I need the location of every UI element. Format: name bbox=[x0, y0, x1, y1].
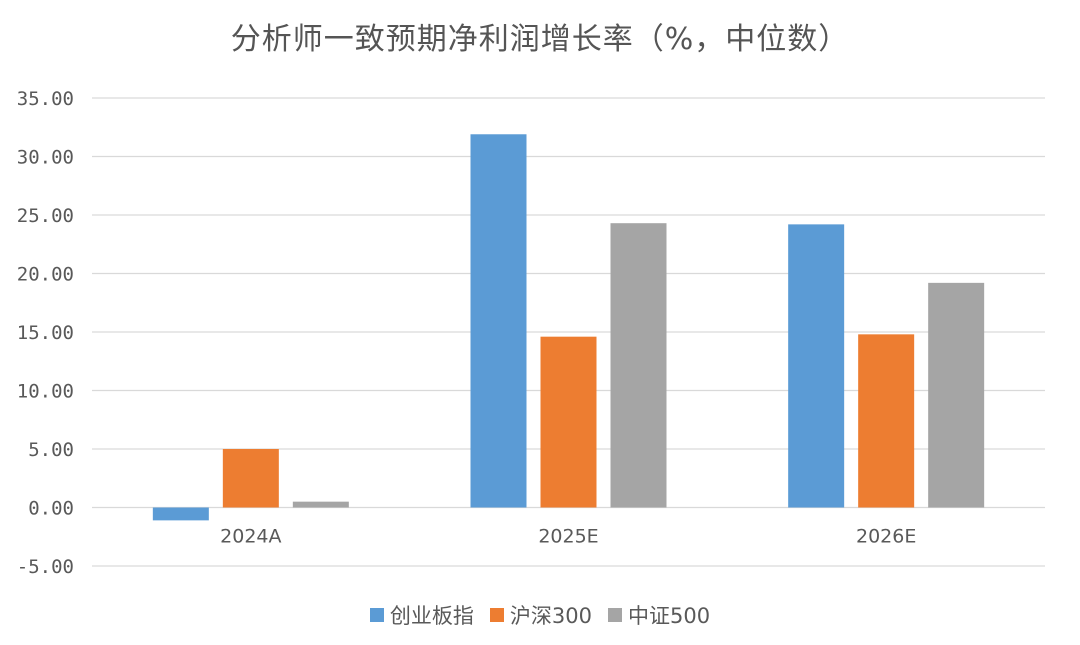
y-tick-label: 35.00 bbox=[17, 88, 74, 110]
x-category-label: 2025E bbox=[538, 526, 598, 548]
bar-中证500-2025E bbox=[610, 223, 667, 508]
y-tick-label: 20.00 bbox=[17, 264, 74, 286]
x-category-label: 2024A bbox=[220, 526, 281, 548]
legend-swatch bbox=[489, 608, 504, 622]
legend-item: 沪深300 bbox=[489, 600, 592, 630]
bar-创业板指-2026E bbox=[788, 224, 845, 508]
legend-swatch bbox=[369, 608, 384, 622]
legend-item: 创业板指 bbox=[369, 600, 474, 630]
bar-沪深300-2024A bbox=[222, 449, 279, 508]
bar-chart: 35.00 30.00 25.00 20.00 15.00 10.00 5.00 0.00 -5… bbox=[17, 88, 1045, 578]
bar-沪深300-2026E bbox=[858, 334, 915, 508]
bar-沪深300-2025E bbox=[540, 336, 597, 508]
y-tick-label: 10.00 bbox=[17, 381, 74, 403]
bar-中证500-2026E bbox=[928, 282, 985, 508]
y-tick-label: 25.00 bbox=[17, 205, 74, 227]
y-tick-label: 15.00 bbox=[17, 322, 74, 344]
legend-label: 创业板指 bbox=[389, 604, 474, 628]
bar-创业板指-2024A bbox=[152, 507, 209, 521]
bar-中证500-2024A bbox=[292, 501, 349, 508]
y-tick-label: 0.00 bbox=[28, 498, 74, 520]
legend-label: 沪深300 bbox=[509, 604, 592, 628]
bar-创业板指-2025E bbox=[470, 134, 527, 508]
chart-legend: 创业板指 沪深300 中证500 bbox=[0, 600, 1080, 630]
legend-swatch bbox=[608, 608, 622, 622]
y-tick-label: -5.00 bbox=[17, 556, 74, 578]
legend-label: 中证500 bbox=[628, 604, 711, 628]
y-tick-label: 5.00 bbox=[28, 439, 74, 461]
x-category-label: 2026E bbox=[856, 526, 916, 548]
y-tick-label: 30.00 bbox=[17, 147, 74, 169]
chart-title: 分析师一致预期净利润增长率（%，中位数） bbox=[230, 22, 850, 57]
legend-item: 中证500 bbox=[608, 600, 710, 630]
